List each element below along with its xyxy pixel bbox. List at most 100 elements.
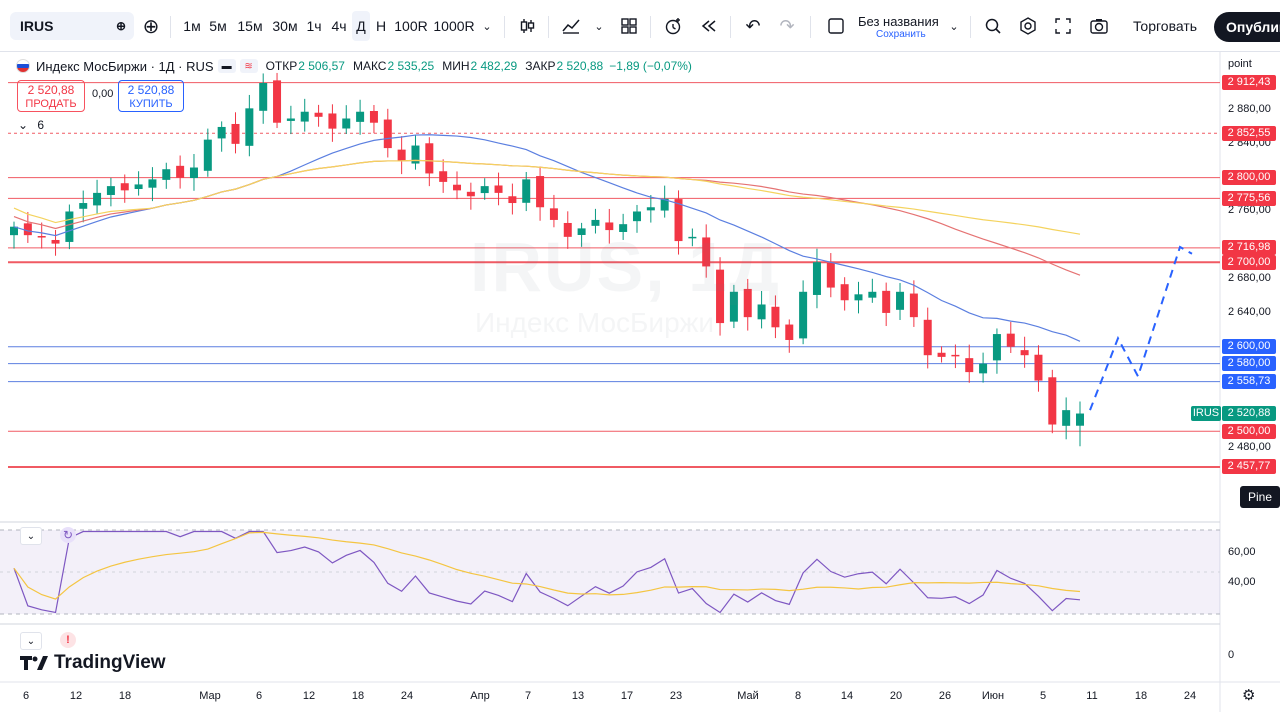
chevron-down-icon: ⌄ <box>18 118 29 132</box>
candle-body <box>619 224 628 232</box>
publish-button[interactable]: Опублик <box>1214 12 1280 42</box>
interval-week[interactable]: Н <box>375 18 387 34</box>
layout-name[interactable]: Без названия <box>858 14 939 29</box>
time-axis-label: 23 <box>669 690 683 702</box>
fullscreen-icon[interactable] <box>1050 11 1076 41</box>
chevron-down-icon[interactable]: ⌄ <box>20 632 42 650</box>
undo-icon[interactable]: ↶ <box>745 15 761 36</box>
quick-search-icon[interactable] <box>980 11 1006 41</box>
time-axis-label: 8 <box>794 690 802 702</box>
candle-body <box>923 319 932 356</box>
candle-body <box>494 185 503 193</box>
warning-icon[interactable]: ! <box>60 632 76 648</box>
candle-body <box>466 191 475 197</box>
price-level-tag[interactable]: 2 775,56 <box>1222 190 1276 206</box>
chart-canvas[interactable] <box>0 52 1280 712</box>
time-axis-label: 18 <box>1134 690 1148 702</box>
templates-icon[interactable] <box>616 11 642 41</box>
candle-body <box>51 239 60 244</box>
chevron-down-icon[interactable]: ⌄ <box>594 20 604 33</box>
settings-icon[interactable] <box>1015 11 1041 41</box>
wave-icon[interactable]: ≋ <box>239 59 258 73</box>
price-axis-unit[interactable]: point <box>1228 58 1252 70</box>
time-axis-label: 20 <box>889 690 903 702</box>
chart-area[interactable]: IRUS, 1Д Индекс МосБиржи Индекс МосБиржи… <box>0 52 1280 712</box>
symbol-price-tag: IRUS <box>1191 406 1221 422</box>
russia-flag-icon <box>16 59 30 73</box>
time-axis-label: 11 <box>1086 690 1098 702</box>
replay-icon[interactable] <box>696 11 722 41</box>
price-level-tag[interactable]: 2 520,88 <box>1222 406 1276 422</box>
sell-button[interactable]: 2 520,88 ПРОДАТЬ <box>17 80 85 112</box>
pine-button[interactable]: Pine <box>1240 486 1280 508</box>
time-axis-label: 18 <box>118 690 132 702</box>
candle-body <box>840 284 849 301</box>
price-level-tag[interactable]: 2 852,55 <box>1222 125 1276 141</box>
tradingview-logo[interactable]: TradingView <box>20 652 166 674</box>
chevron-down-icon[interactable]: ⌄ <box>949 20 959 33</box>
interval-15m[interactable]: 15м <box>237 18 263 34</box>
alert-icon[interactable] <box>660 11 686 41</box>
candle-body <box>314 112 323 117</box>
add-symbol-icon[interactable]: ⊕ <box>142 15 160 38</box>
trade-button[interactable]: Торговать <box>1132 18 1198 34</box>
low-label: МИН <box>442 59 470 73</box>
hide-icon[interactable]: ▬ <box>217 59 236 73</box>
candle-body <box>702 237 711 267</box>
price-level-tag[interactable]: 2 716,98 <box>1222 240 1276 256</box>
price-level-tag[interactable]: 2 500,00 <box>1222 423 1276 439</box>
candles-icon[interactable] <box>514 11 540 41</box>
indicators-collapse[interactable]: ⌄ 6 <box>18 118 44 132</box>
candle-body <box>439 171 448 182</box>
axis-settings-icon[interactable]: ⚙ <box>1242 687 1256 704</box>
candle-body <box>342 118 351 129</box>
candle-body <box>1034 354 1043 381</box>
interval-100r[interactable]: 100R <box>394 18 428 34</box>
price-level-tag[interactable]: 2 580,00 <box>1222 356 1276 372</box>
chevron-down-icon[interactable]: ⌄ <box>20 527 42 545</box>
candle-body <box>868 291 877 298</box>
tv-logo-icon <box>20 656 48 670</box>
price-level-tag[interactable]: 2 700,00 <box>1222 254 1276 270</box>
interval-1000r[interactable]: 1000R <box>433 18 475 34</box>
price-level-tag[interactable]: 2 457,77 <box>1222 459 1276 475</box>
candle-body <box>356 111 365 122</box>
price-level-tag[interactable]: 2 912,43 <box>1222 75 1276 91</box>
change-value: −1,89 (−0,07%) <box>609 59 692 73</box>
candle-body <box>799 291 808 339</box>
interval-30m[interactable]: 30м <box>272 18 298 34</box>
candle-body <box>965 358 974 373</box>
chevron-down-icon[interactable]: ⌄ <box>482 20 492 33</box>
indicators-icon[interactable] <box>558 11 584 41</box>
sell-label: ПРОДАТЬ <box>25 98 77 110</box>
candle-body <box>189 167 198 179</box>
candle-body <box>646 207 655 211</box>
low-value: 2 482,29 <box>470 59 518 73</box>
interval-day[interactable]: Д <box>352 11 370 41</box>
symbol-label: IRUS <box>20 18 54 34</box>
interval-4h[interactable]: 4ч <box>331 18 347 34</box>
interval-1m[interactable]: 1м <box>183 18 201 34</box>
layout-icon[interactable] <box>822 11 850 41</box>
candle-body <box>785 324 794 340</box>
buy-button[interactable]: 2 520,88 КУПИТЬ <box>118 80 184 112</box>
refresh-icon[interactable]: ↻ <box>60 527 76 543</box>
candle-body <box>771 306 780 328</box>
time-axis-label: 24 <box>400 690 414 702</box>
watermark-symbol: IRUS, 1Д <box>470 228 781 306</box>
interval-1h[interactable]: 1ч <box>306 18 322 34</box>
price-level-tag[interactable]: 2 558,73 <box>1222 374 1276 390</box>
redo-icon[interactable]: ↷ <box>779 15 795 36</box>
candle-body <box>951 354 960 357</box>
interval-5m[interactable]: 5м <box>209 18 227 34</box>
legend-title[interactable]: Индекс МосБиржи · 1Д · RUS <box>36 58 214 74</box>
price-level-tag[interactable]: 2 800,00 <box>1222 170 1276 186</box>
candle-body <box>909 293 918 318</box>
open-value: 2 506,57 <box>298 59 345 73</box>
camera-icon[interactable] <box>1085 11 1113 41</box>
price-level-tag[interactable]: 2 600,00 <box>1222 339 1276 355</box>
symbol-search[interactable]: IRUS ⊕ <box>10 12 134 40</box>
candle-body <box>217 126 226 139</box>
save-layout-link[interactable]: Сохранить <box>876 29 926 40</box>
time-axis-label: Апр <box>470 690 490 702</box>
